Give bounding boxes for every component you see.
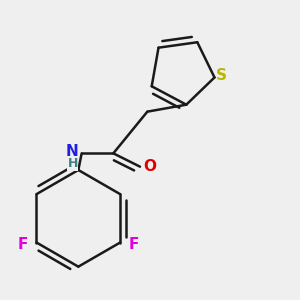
Text: S: S xyxy=(216,68,227,83)
Text: H: H xyxy=(68,158,78,170)
Text: F: F xyxy=(129,237,140,252)
Text: O: O xyxy=(143,159,157,174)
Text: F: F xyxy=(17,237,28,252)
Text: N: N xyxy=(66,144,79,159)
